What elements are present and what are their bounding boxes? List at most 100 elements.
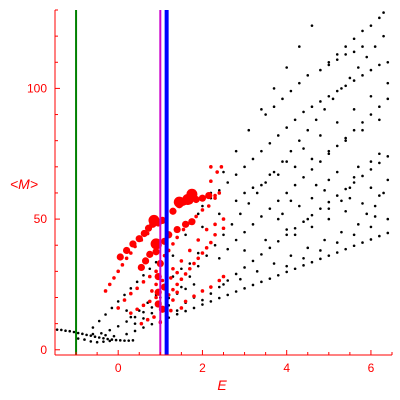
data-point — [365, 212, 369, 216]
data-point — [306, 246, 310, 250]
data-point — [217, 257, 221, 260]
data-point — [310, 225, 314, 229]
data-point — [373, 204, 377, 208]
data-point — [104, 333, 107, 337]
data-point — [335, 241, 339, 244]
data-point — [175, 270, 179, 275]
data-point — [365, 55, 369, 59]
data-point — [306, 217, 310, 221]
x-tick-label: 6 — [368, 361, 375, 375]
data-point — [260, 280, 263, 284]
data-point — [221, 226, 226, 231]
data-point — [217, 296, 221, 300]
data-point — [219, 165, 224, 169]
data-point — [386, 81, 390, 85]
data-point — [369, 238, 373, 241]
data-point — [125, 332, 128, 336]
data-point — [97, 319, 101, 323]
data-point — [55, 328, 59, 331]
data-point — [352, 181, 356, 184]
data-point — [293, 267, 297, 271]
data-point — [302, 110, 305, 114]
data-point — [378, 16, 381, 20]
data-point — [116, 253, 124, 261]
data-point — [310, 24, 314, 27]
data-point — [234, 173, 238, 176]
data-point — [378, 161, 381, 165]
data-point — [124, 256, 129, 261]
data-point — [378, 194, 381, 197]
data-point — [206, 204, 211, 208]
data-point — [180, 285, 183, 289]
data-point — [171, 266, 175, 271]
data-point — [76, 331, 80, 335]
data-point — [83, 338, 86, 341]
data-point — [222, 233, 225, 237]
data-point — [289, 254, 293, 257]
data-point — [344, 187, 347, 191]
data-point — [91, 326, 95, 329]
x-tick-label: 0 — [115, 361, 122, 375]
data-point — [222, 170, 225, 174]
data-point — [179, 306, 184, 310]
data-point — [335, 251, 339, 254]
data-point — [169, 276, 173, 280]
data-point — [260, 149, 263, 153]
data-point — [222, 283, 225, 286]
data-point — [369, 168, 373, 171]
data-point — [129, 240, 137, 248]
data-point — [327, 60, 331, 64]
data-point — [196, 256, 201, 261]
data-point — [182, 193, 194, 205]
data-point — [302, 175, 305, 179]
data-point — [188, 275, 192, 278]
data-point — [89, 334, 93, 337]
data-point — [276, 173, 280, 176]
data-point — [192, 283, 196, 286]
data-point — [247, 128, 251, 132]
data-point — [213, 222, 217, 227]
data-point — [154, 295, 158, 300]
data-point — [150, 306, 154, 309]
series-1 — [103, 165, 226, 326]
data-point — [314, 118, 318, 122]
data-point — [230, 223, 234, 226]
data-point — [173, 225, 181, 234]
data-point — [196, 238, 201, 242]
data-point — [281, 160, 284, 163]
data-point — [335, 58, 339, 61]
data-point — [154, 282, 158, 287]
data-point — [348, 76, 352, 80]
data-point — [369, 160, 373, 163]
data-point — [319, 160, 322, 163]
y-tick-label: 50 — [34, 212, 48, 226]
data-point — [123, 293, 126, 297]
data-point — [209, 285, 213, 289]
data-point — [150, 322, 154, 326]
data-point — [264, 113, 267, 116]
data-point — [141, 303, 146, 308]
data-point — [378, 118, 381, 122]
data-point — [310, 105, 314, 108]
data-point — [142, 273, 145, 277]
data-point — [247, 202, 251, 205]
data-point — [141, 280, 146, 284]
data-point — [125, 320, 128, 323]
data-point — [352, 79, 356, 82]
data-point — [147, 274, 152, 279]
data-point — [285, 270, 288, 274]
data-point — [97, 336, 101, 339]
data-point — [114, 338, 118, 342]
data-point — [129, 315, 133, 319]
data-point — [276, 240, 280, 243]
data-point — [310, 213, 314, 217]
data-point — [352, 128, 356, 132]
data-point — [310, 196, 314, 200]
data-point — [243, 230, 246, 234]
data-point — [213, 232, 217, 237]
data-point — [327, 63, 331, 67]
data-point — [173, 196, 185, 208]
data-point — [175, 309, 179, 312]
data-point — [107, 282, 112, 287]
